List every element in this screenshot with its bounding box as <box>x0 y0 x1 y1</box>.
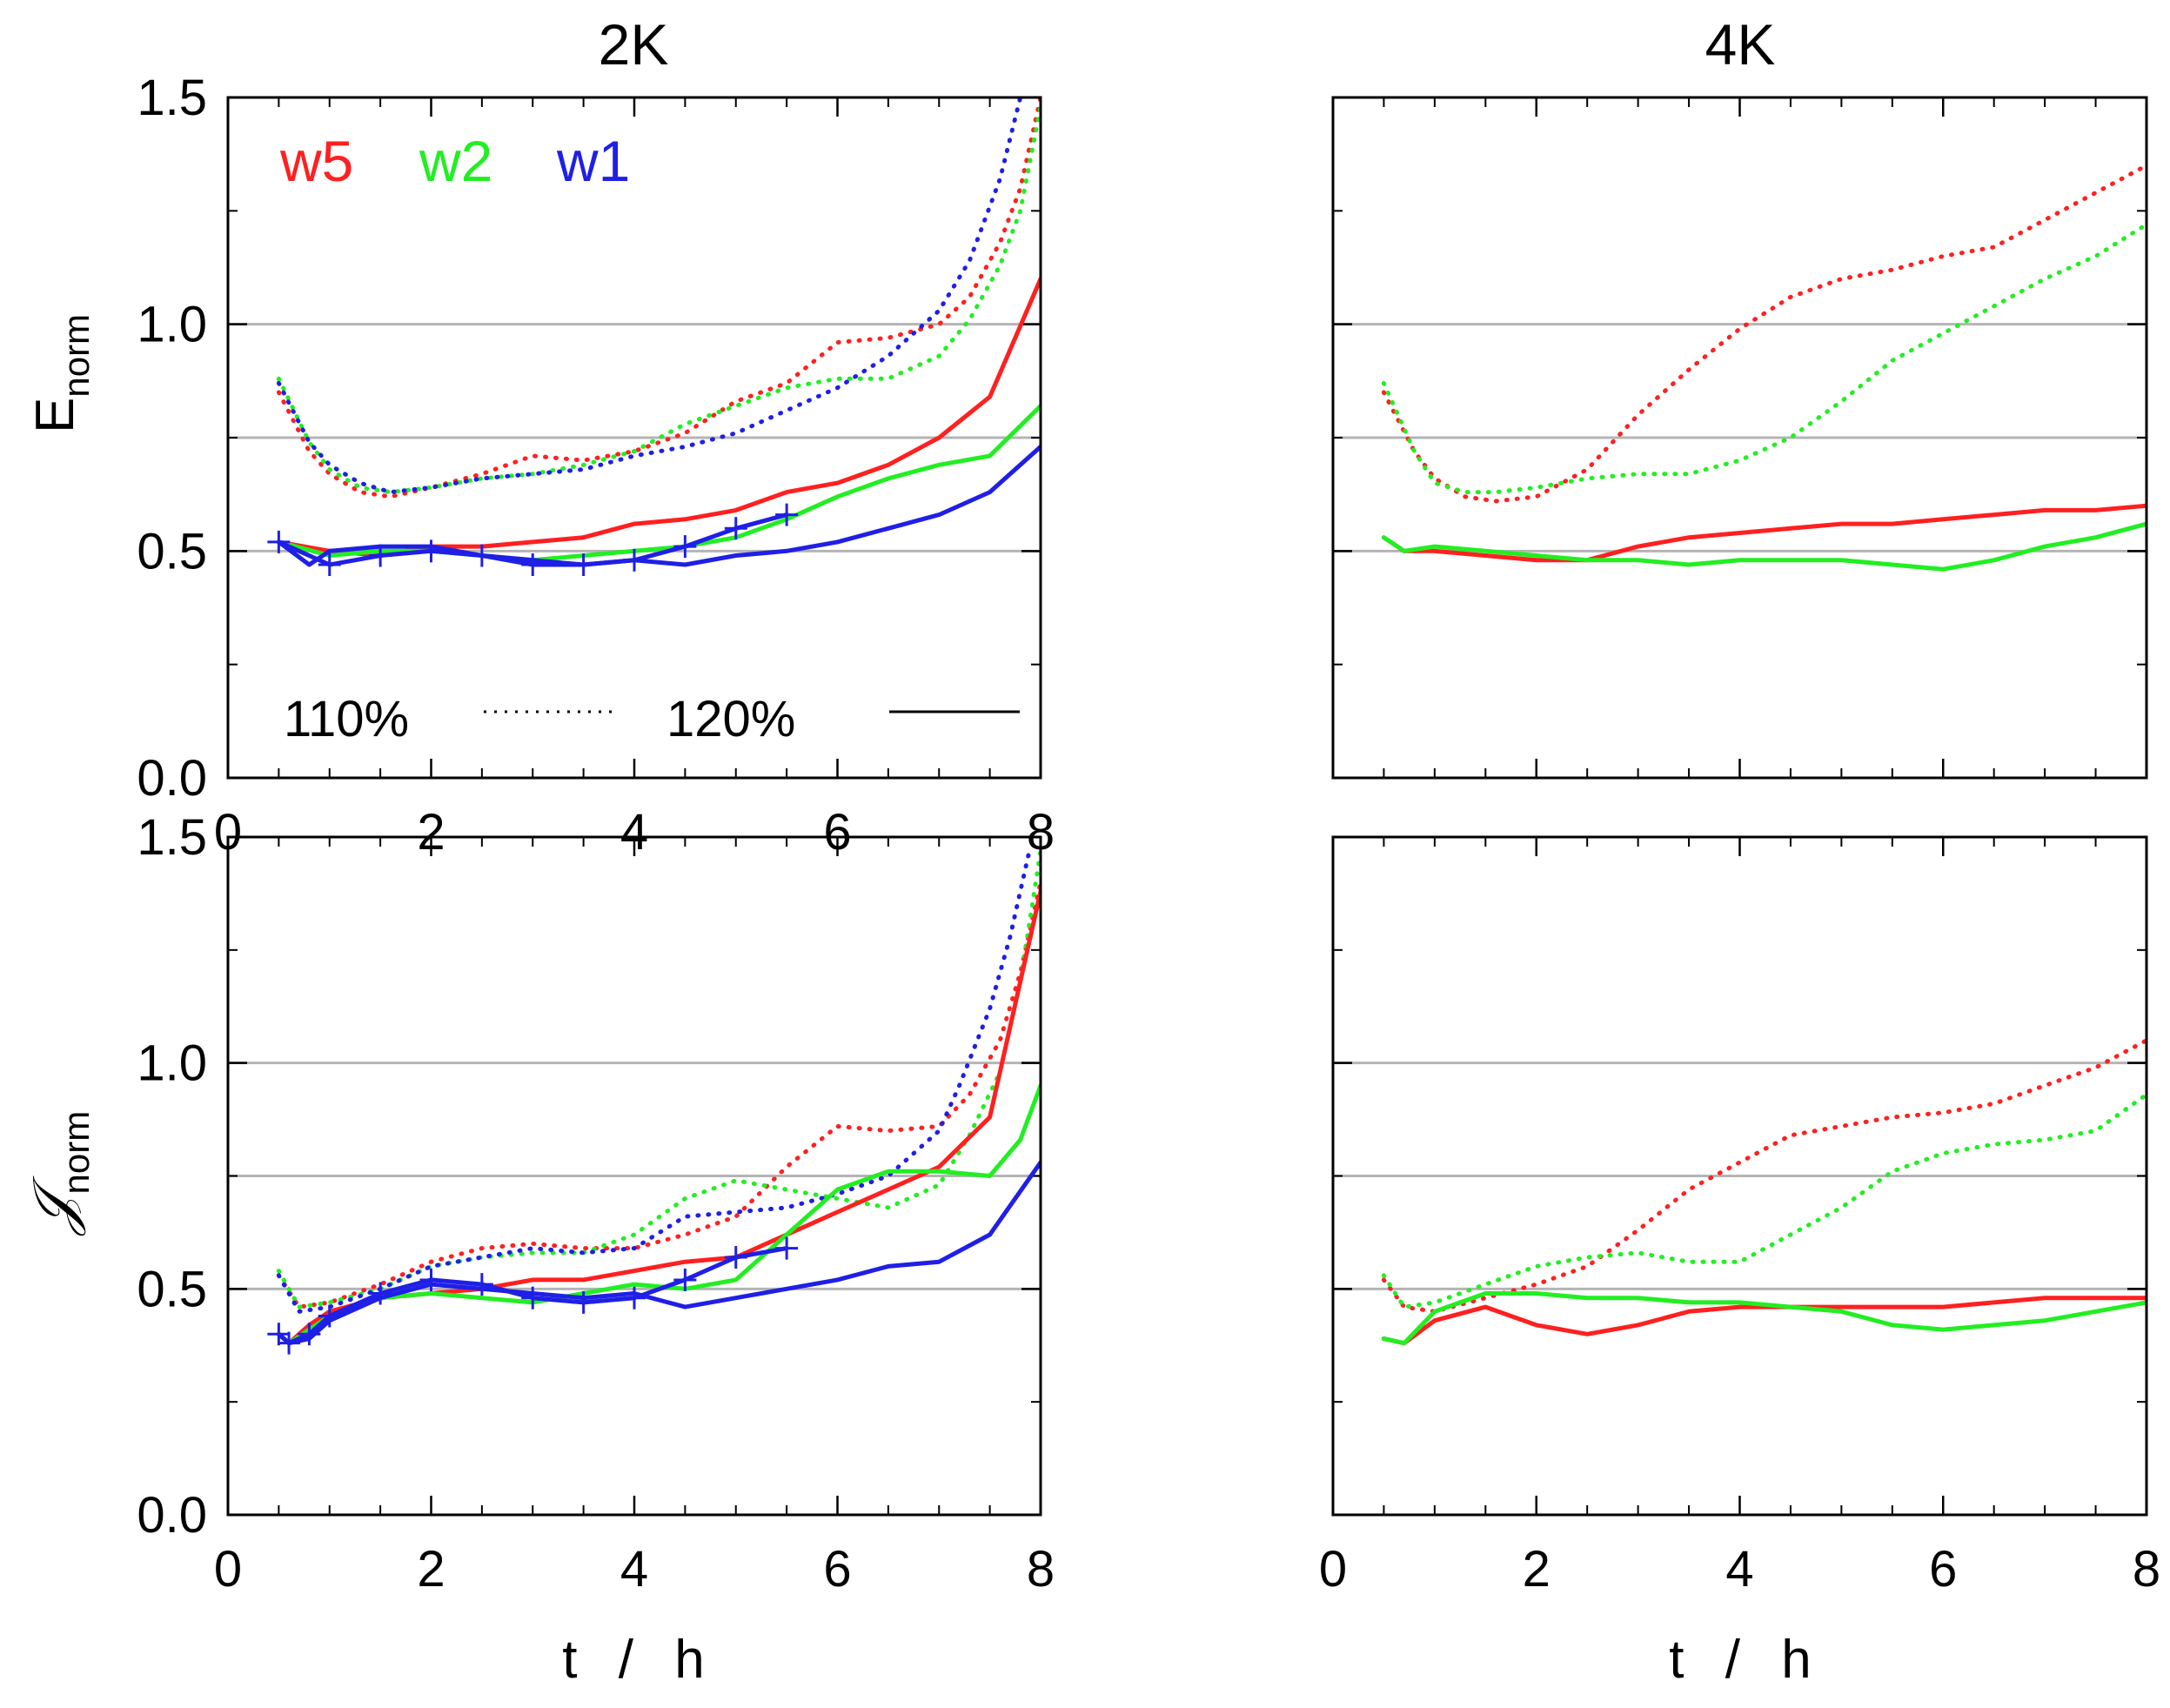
xlabel-right: t / h <box>1669 1630 1811 1690</box>
plus-marker <box>724 1245 747 1269</box>
panel-frame <box>1331 96 2148 780</box>
x-tick-label: 2 <box>1523 1541 1550 1597</box>
series-group <box>267 97 1041 576</box>
legend-110-label: 110% <box>284 691 409 747</box>
plus-marker <box>572 553 595 576</box>
svg-text:Enorm: Enorm <box>25 314 97 433</box>
series-w5-solid <box>276 277 1041 558</box>
legend-w2: w2 <box>419 129 492 193</box>
series-w1-dotted <box>276 843 1033 1314</box>
y-tick-label: 0.0 <box>137 1487 207 1544</box>
x-tick-label: 6 <box>1929 1541 1957 1597</box>
panel-E-2K: 0.00.51.01.50 2 4 6 8 <box>137 70 1055 861</box>
plus-marker <box>318 553 341 576</box>
x-tick-label: 2 <box>417 1541 445 1597</box>
x-tick-label: 0 <box>1319 1541 1347 1597</box>
panel-frame <box>1331 835 2148 1517</box>
column-title-4k: 4K <box>1705 12 1776 77</box>
x-tick-label: 4 <box>620 1541 648 1597</box>
series-w5-dotted <box>1381 163 2147 504</box>
plus-marker <box>775 1236 799 1260</box>
series-w5-solid <box>1381 1296 2147 1346</box>
legend-w5: w5 <box>279 129 353 193</box>
plus-marker <box>521 553 545 576</box>
svg-text:𝒥norm: 𝒥norm <box>20 1111 97 1236</box>
panel-J-4K: 0 2 4 6 8 <box>1319 835 2160 1597</box>
legend-120-label: 120% <box>666 691 795 747</box>
series-w2-solid <box>1381 1291 2147 1346</box>
column-title-2k: 2K <box>599 12 669 77</box>
xlabel-left: t / h <box>562 1630 704 1690</box>
plus-marker <box>419 1268 443 1291</box>
series-group <box>1381 1038 2147 1346</box>
series-w1-solid <box>276 1160 1041 1346</box>
x-tick-label: 0 <box>214 1541 242 1597</box>
panel-frame <box>226 96 1042 780</box>
series-w2-solid <box>276 404 1041 563</box>
plus-marker <box>521 1286 545 1309</box>
plus-marker <box>673 535 697 559</box>
plus-marker <box>278 1331 301 1355</box>
plus-marker <box>572 1290 595 1314</box>
plus-marker <box>318 1304 341 1328</box>
plus-marker <box>267 1323 291 1346</box>
x-tick-label: 8 <box>2133 1541 2160 1597</box>
plus-marker <box>470 1273 493 1296</box>
panel-J-2K: 0.0 0.5 1.0 1.5 0 2 4 6 8 <box>137 809 1055 1597</box>
y-tick-label: 1.5 <box>137 809 207 866</box>
panel-E-4K <box>1331 96 2148 780</box>
y-tick-label: 0.5 <box>137 1261 207 1317</box>
plus-marker <box>267 530 291 553</box>
y-tick-label: 1.0 <box>137 1035 207 1092</box>
series-w2-solid <box>276 1083 1041 1346</box>
y-tick-label: 1.5 <box>137 70 207 126</box>
plus-marker <box>775 503 799 526</box>
plus-marker <box>369 544 392 567</box>
panels: 0.00.51.01.50 2 4 6 80.00.51.01.50 2 4 6 8 0 2 4 6 8 <box>137 70 2160 1597</box>
series-w5-dotted <box>1381 1038 2147 1314</box>
plus-marker <box>419 539 443 563</box>
y-tick-label: 0.0 <box>137 750 207 807</box>
ylabel-energy-main: E <box>25 398 85 433</box>
series-w1-dotted <box>276 97 1023 495</box>
y-tick-label: 1.0 <box>137 297 207 353</box>
series-w5-solid <box>276 888 1041 1346</box>
legend: w5 w2 w1 110% 120% <box>279 129 1020 747</box>
series-w2-dotted <box>1381 222 2147 495</box>
plus-marker <box>623 548 646 572</box>
x-tick-label: 4 <box>1725 1541 1753 1597</box>
ylabel-current-sub: norm <box>56 1111 97 1195</box>
y-tick-label: 0.5 <box>137 523 207 579</box>
plus-marker <box>673 1268 697 1291</box>
ylabel-energy-sub: norm <box>56 314 97 398</box>
plus-marker <box>470 544 493 567</box>
plus-marker <box>623 1286 646 1309</box>
series-w5-dotted <box>276 97 1041 499</box>
ylabel-energy: Enorm <box>25 314 97 433</box>
x-tick-label: 8 <box>1027 1541 1055 1597</box>
series-group <box>1381 163 2147 572</box>
series-w2-dotted <box>276 104 1041 495</box>
series-w2-dotted <box>1381 1092 2147 1309</box>
series-w5-solid <box>1381 503 2147 563</box>
series-w5-dotted <box>276 880 1041 1309</box>
plus-marker <box>369 1282 392 1305</box>
series-w2-dotted <box>276 848 1041 1309</box>
x-tick-label: 6 <box>823 1541 851 1597</box>
plus-marker <box>724 517 747 540</box>
series-group <box>267 843 1041 1355</box>
plus-marker <box>298 1323 321 1346</box>
ylabel-current: 𝒥norm <box>20 1111 97 1236</box>
legend-w1: w1 <box>556 129 630 193</box>
series-w2-solid <box>1381 521 2147 572</box>
panel-frame <box>226 835 1042 1517</box>
